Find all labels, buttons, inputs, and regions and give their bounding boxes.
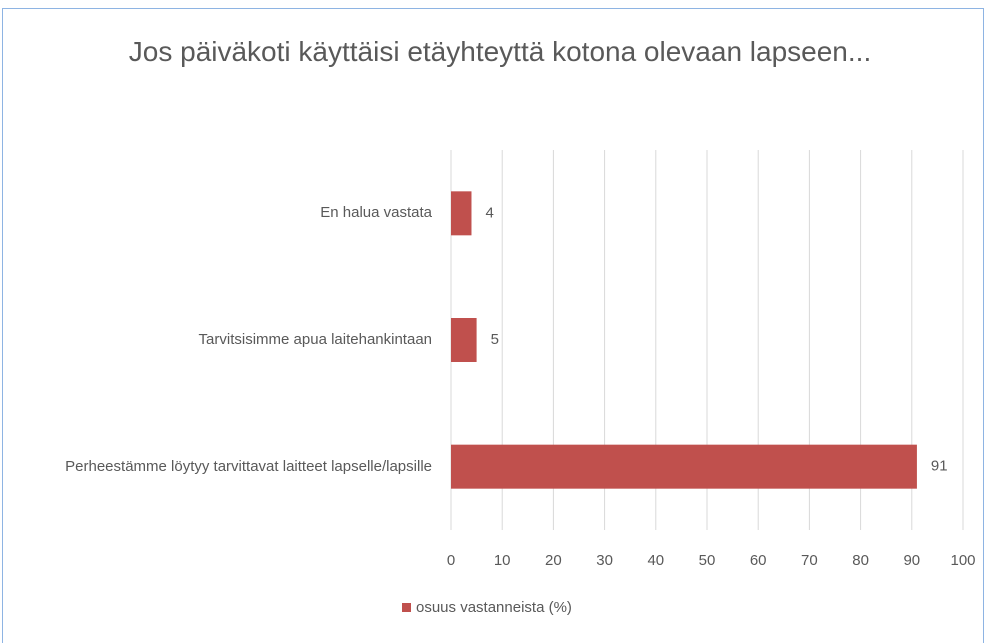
y-tick-label: Tarvitsisimme apua laitehankintaan — [198, 331, 432, 348]
data-label: 4 — [485, 204, 493, 221]
x-tick-label: 40 — [647, 552, 664, 569]
x-tick-label: 0 — [447, 552, 455, 569]
y-tick-label-box: En halua vastata — [320, 183, 432, 243]
y-tick-label-box: Perheestämme löytyy tarvittavat laitteet… — [65, 437, 432, 497]
x-tick-label: 80 — [852, 552, 869, 569]
y-tick-label: Perheestämme löytyy tarvittavat laitteet… — [65, 457, 432, 475]
bar — [451, 318, 477, 362]
bar — [451, 444, 917, 489]
chart-title: Jos päiväkoti käyttäisi etäyhteyttä koto… — [128, 36, 872, 67]
legend-label: osuus vastanneista (%) — [416, 599, 572, 616]
x-tick-label: 70 — [801, 552, 818, 569]
y-tick-label-box: Tarvitsisimme apua laitehankintaan — [199, 310, 432, 370]
data-label: 91 — [931, 458, 948, 475]
x-tick-label: 50 — [699, 552, 716, 569]
legend-swatch — [402, 603, 411, 612]
x-tick-label: 10 — [494, 552, 511, 569]
chart-border — [2, 8, 984, 643]
bar — [451, 191, 472, 236]
x-tick-label: 100 — [950, 552, 975, 569]
x-tick-label: 20 — [545, 552, 562, 569]
data-label: 5 — [491, 331, 499, 348]
x-tick-label: 60 — [750, 552, 767, 569]
x-tick-label: 90 — [903, 552, 920, 569]
x-tick-label: 30 — [596, 552, 613, 569]
y-tick-label: En halua vastata — [320, 204, 432, 222]
